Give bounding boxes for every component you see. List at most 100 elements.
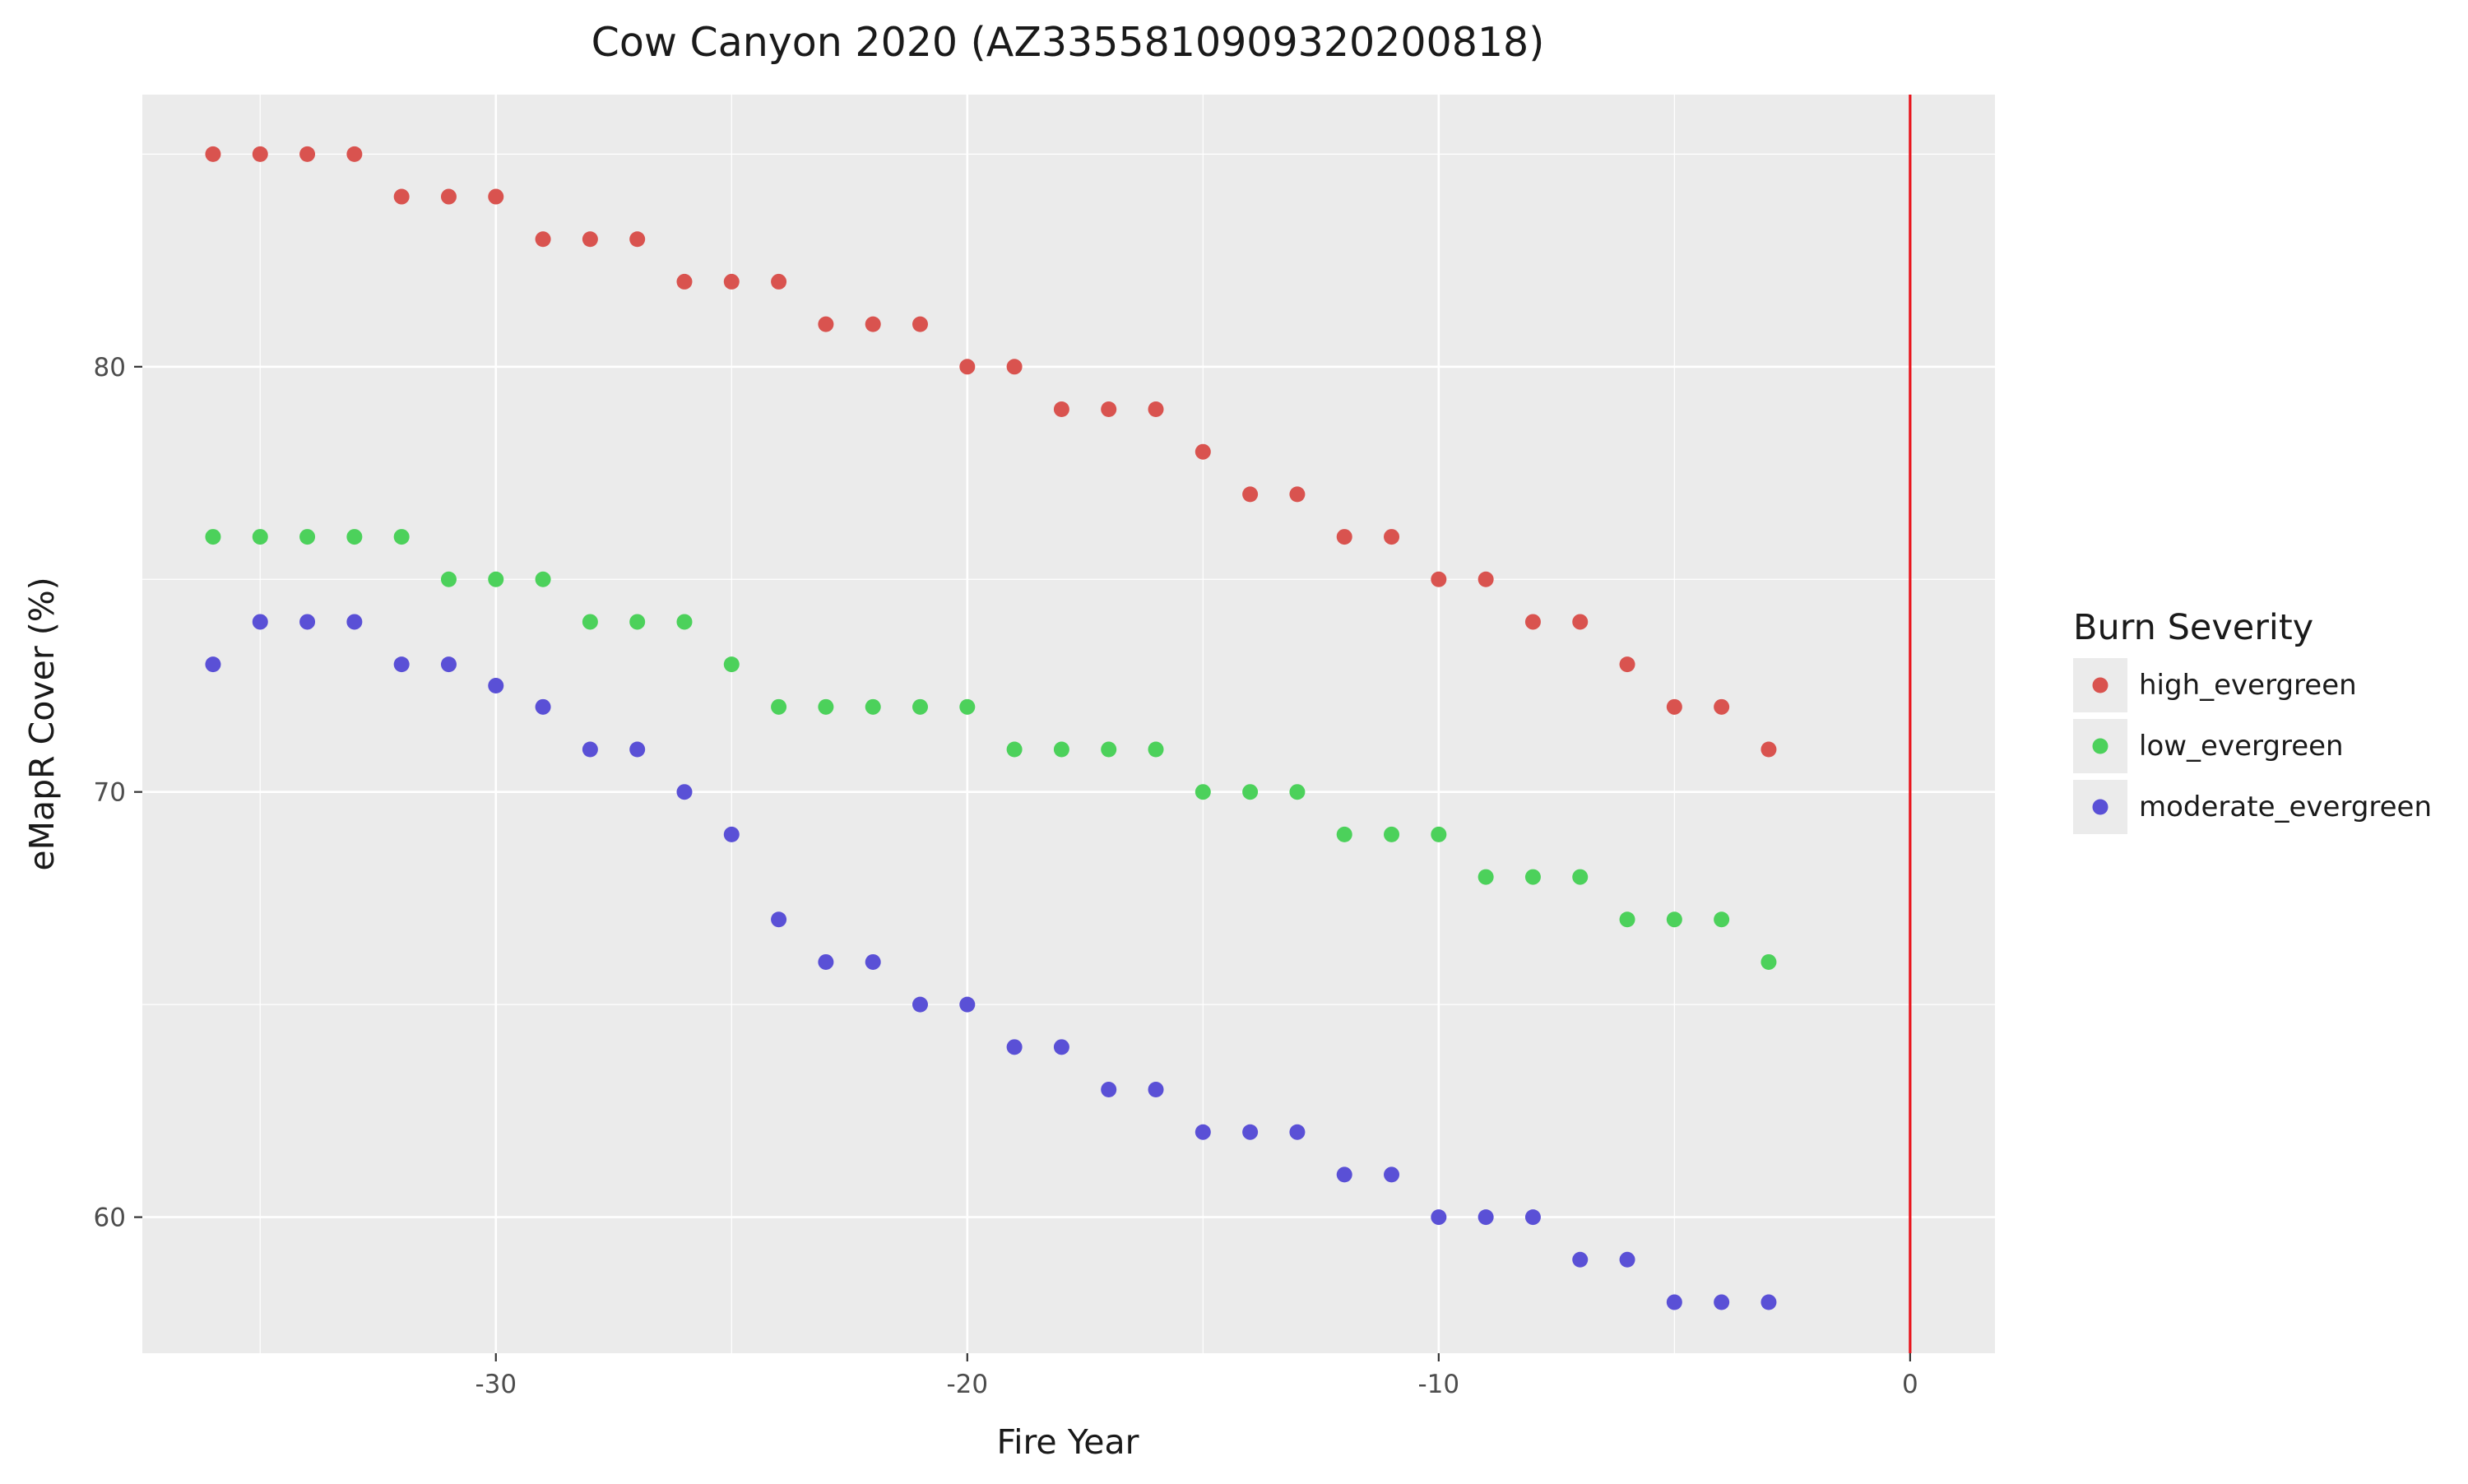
series-moderate_evergreen xyxy=(205,614,1777,1310)
data-point xyxy=(1761,741,1777,758)
data-point xyxy=(1053,401,1069,417)
x-tick-label: -20 xyxy=(946,1370,988,1399)
data-point xyxy=(346,614,363,630)
data-point xyxy=(723,826,740,842)
data-point xyxy=(818,316,834,332)
legend-item-low_evergreen: low_evergreen xyxy=(2073,719,2344,773)
data-point xyxy=(912,698,928,715)
data-point xyxy=(1714,698,1730,715)
data-point xyxy=(959,996,976,1013)
data-point xyxy=(1572,614,1589,630)
data-point xyxy=(488,677,504,693)
data-point xyxy=(1336,826,1352,842)
data-point xyxy=(1572,869,1589,885)
data-point xyxy=(1524,1209,1541,1226)
data-point xyxy=(1195,443,1211,460)
data-point xyxy=(393,656,410,673)
x-axis-label: Fire Year xyxy=(996,1422,1139,1462)
y-tick-label: 80 xyxy=(94,353,126,383)
data-point xyxy=(959,698,976,715)
x-axis: -30 -20 -10 0 xyxy=(475,1353,1918,1399)
legend-marker xyxy=(2092,799,2108,815)
data-point xyxy=(1524,614,1541,630)
data-point xyxy=(299,529,316,545)
data-point xyxy=(865,316,881,332)
data-point xyxy=(1666,698,1682,715)
legend-item-moderate_evergreen: moderate_evergreen xyxy=(2073,780,2432,834)
data-point xyxy=(1101,741,1117,758)
data-point xyxy=(1006,741,1023,758)
data-point xyxy=(1524,869,1541,885)
y-axis-label: eMapR Cover (%) xyxy=(22,577,62,870)
data-point xyxy=(535,698,551,715)
legend-items: high_evergreen low_evergreen moderate_ever… xyxy=(2073,658,2432,834)
data-point xyxy=(440,656,457,673)
data-point xyxy=(535,571,551,587)
data-point xyxy=(771,911,787,928)
legend: Burn Severity high_evergreen low_evergree… xyxy=(2073,607,2432,834)
data-point xyxy=(1619,1251,1635,1268)
data-point xyxy=(629,231,646,248)
data-point xyxy=(1289,486,1306,503)
data-point xyxy=(1619,911,1635,928)
data-point xyxy=(299,146,316,162)
legend-marker xyxy=(2092,677,2108,693)
data-point xyxy=(440,571,457,587)
data-point xyxy=(1242,784,1259,800)
data-point xyxy=(1195,784,1211,800)
data-point xyxy=(1478,869,1494,885)
x-tick-label: -10 xyxy=(1418,1370,1460,1399)
data-point xyxy=(1148,741,1164,758)
data-point xyxy=(1431,571,1447,587)
legend-label: moderate_evergreen xyxy=(2139,791,2432,823)
legend-label: low_evergreen xyxy=(2139,730,2344,763)
data-point xyxy=(252,614,268,630)
data-point xyxy=(1101,401,1117,417)
data-point xyxy=(205,529,221,545)
data-point xyxy=(205,656,221,673)
data-point xyxy=(1384,826,1400,842)
data-point xyxy=(1478,1209,1494,1226)
data-point xyxy=(1289,784,1306,800)
data-point xyxy=(818,698,834,715)
data-point xyxy=(959,359,976,375)
data-point xyxy=(1666,1294,1682,1310)
legend-marker xyxy=(2092,738,2108,754)
data-point xyxy=(1384,529,1400,545)
data-point xyxy=(205,146,221,162)
chart-title: Cow Canyon 2020 (AZ3355810909320200818) xyxy=(591,19,1545,66)
data-point xyxy=(771,698,787,715)
data-point xyxy=(1714,1294,1730,1310)
data-point xyxy=(488,571,504,587)
data-point xyxy=(723,656,740,673)
data-point xyxy=(629,741,646,758)
data-point xyxy=(1336,529,1352,545)
data-point xyxy=(1148,1082,1164,1098)
data-point xyxy=(1289,1124,1306,1140)
data-point xyxy=(1101,1082,1117,1098)
y-axis: 60 70 80 xyxy=(94,353,142,1233)
data-point xyxy=(1478,571,1494,587)
data-point xyxy=(912,316,928,332)
y-tick-label: 70 xyxy=(94,778,126,808)
data-point xyxy=(582,614,598,630)
data-point xyxy=(865,698,881,715)
series-low_evergreen xyxy=(205,529,1777,970)
data-point xyxy=(252,529,268,545)
data-point xyxy=(1431,826,1447,842)
data-point xyxy=(912,996,928,1013)
data-point xyxy=(1148,401,1164,417)
legend-item-high_evergreen: high_evergreen xyxy=(2073,658,2357,712)
data-point xyxy=(1053,1039,1069,1055)
data-point xyxy=(1761,1294,1777,1310)
data-point xyxy=(1714,911,1730,928)
data-point xyxy=(1336,1166,1352,1183)
data-point xyxy=(818,953,834,970)
data-point xyxy=(629,614,646,630)
data-point xyxy=(346,146,363,162)
data-point xyxy=(582,741,598,758)
data-point xyxy=(393,188,410,205)
data-point xyxy=(771,273,787,290)
